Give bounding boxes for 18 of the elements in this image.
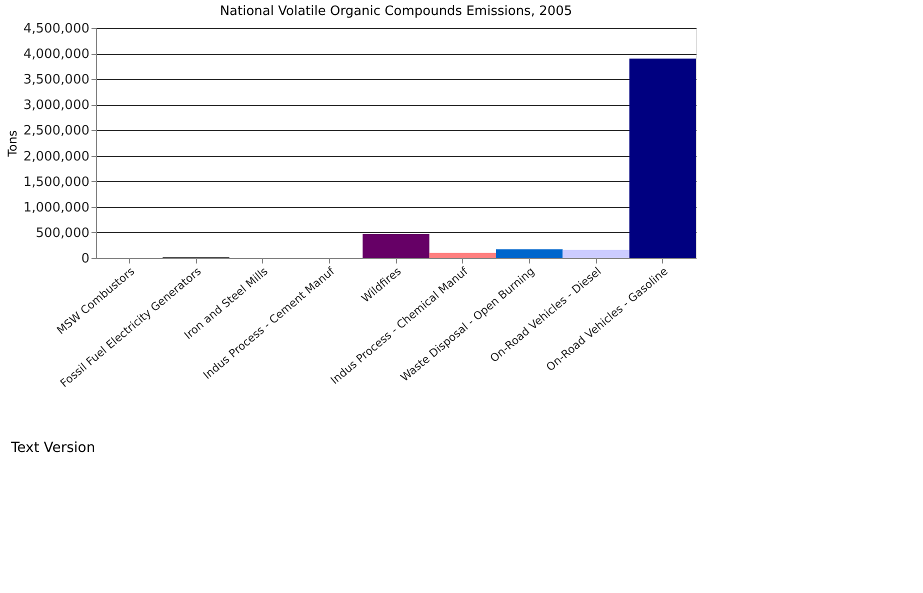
y-tick-label: 1,000,000 <box>23 200 90 216</box>
y-tick-label: 0 <box>81 252 90 266</box>
bar <box>429 252 496 258</box>
y-tick-label: 1,500,000 <box>23 174 90 190</box>
y-axis-title: Tons <box>5 130 20 158</box>
y-tick-label: 2,000,000 <box>23 149 90 164</box>
y-tick-label: 4,500,000 <box>23 22 90 36</box>
bar <box>629 58 696 258</box>
y-tick-label: 4,000,000 <box>23 47 90 62</box>
bar <box>362 234 430 258</box>
bar <box>496 249 563 258</box>
y-tick-label: 3,000,000 <box>23 98 90 114</box>
bar <box>562 250 630 258</box>
y-tick-label: 3,500,000 <box>23 72 90 88</box>
chart-title: National Volatile Organic Compounds Emissions, 2005 <box>220 4 572 19</box>
text: Text Version <box>10 440 96 456</box>
y-tick-label: 2,500,000 <box>23 124 90 139</box>
y-tick-label: 500,000 <box>36 226 90 241</box>
